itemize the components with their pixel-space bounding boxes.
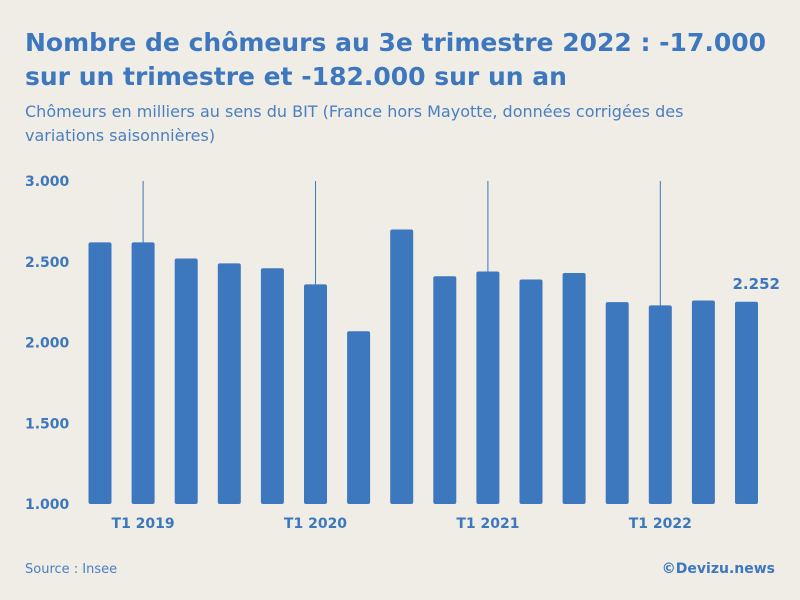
bar: [88, 242, 112, 504]
y-tick-label: 2.500: [25, 255, 70, 271]
bar: [605, 302, 629, 504]
bar: [131, 242, 155, 504]
chart-subtitle: Chômeurs en milliers au sens du BIT (Fra…: [25, 102, 684, 145]
bar: [217, 263, 241, 504]
bar: [735, 301, 758, 504]
bar: [648, 305, 672, 504]
data-label: 2.252: [733, 275, 780, 293]
y-tick-label: 1.000: [25, 497, 70, 513]
bar: [174, 258, 198, 504]
y-tick-label: 1.500: [25, 416, 70, 432]
x-tick-label: T1 2021: [456, 516, 519, 532]
title-line-1: Nombre de chômeurs au 3e trimestre 2022 …: [25, 28, 767, 57]
bar: [390, 229, 414, 504]
chart-title: Nombre de chômeurs au 3e trimestre 2022 …: [25, 26, 785, 94]
title-line-2: sur un trimestre et -182.000 sur un an: [25, 62, 567, 91]
bar: [562, 273, 586, 504]
x-tick-label: T1 2020: [284, 516, 347, 532]
bar: [347, 331, 371, 504]
y-tick-label: 3.000: [25, 174, 70, 190]
bar: [304, 284, 327, 504]
source-note: Source : Insee: [25, 562, 118, 577]
brand-credit: ©Devizu.news: [661, 561, 775, 577]
bar: [433, 276, 457, 504]
bar: [691, 300, 715, 504]
bar: [260, 268, 284, 504]
x-tick-label: T1 2022: [629, 516, 692, 532]
y-tick-label: 2.000: [25, 336, 70, 352]
bar: [519, 279, 543, 504]
bar: [476, 271, 500, 504]
x-tick-label: T1 2019: [112, 516, 175, 532]
